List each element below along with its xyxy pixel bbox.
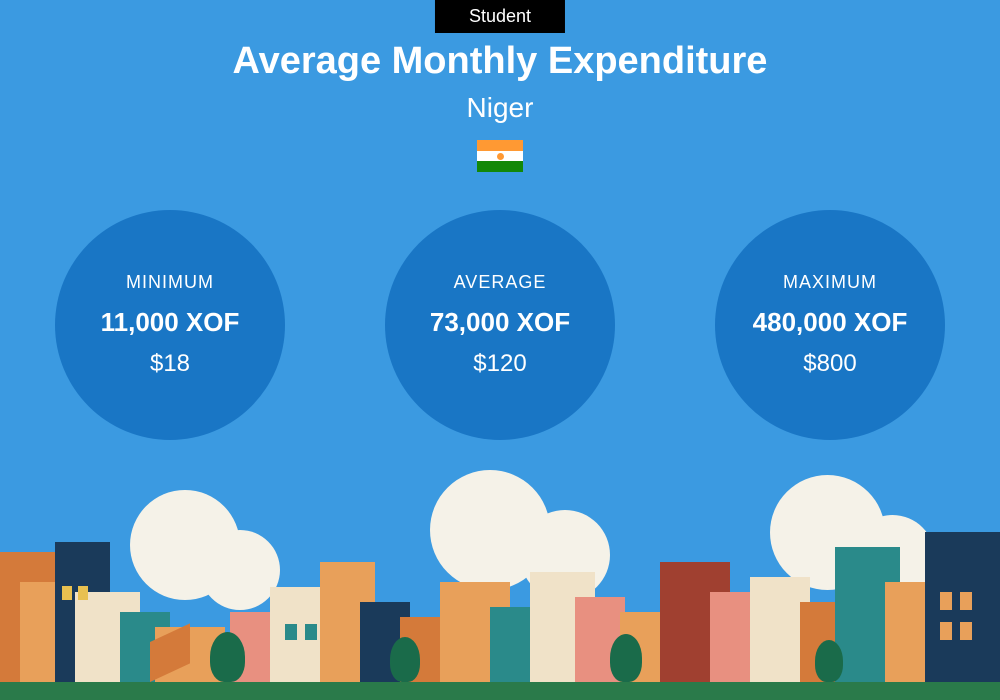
stat-label: AVERAGE (454, 272, 547, 293)
stat-circle-average: AVERAGE 73,000 XOF $120 (385, 210, 615, 440)
stat-circle-minimum: MINIMUM 11,000 XOF $18 (55, 210, 285, 440)
stat-label: MAXIMUM (783, 272, 877, 293)
page-title: Average Monthly Expenditure (0, 40, 1000, 83)
stat-circles-row: MINIMUM 11,000 XOF $18 AVERAGE 73,000 XO… (0, 210, 1000, 440)
stat-usd: $120 (473, 350, 526, 378)
stat-value: 11,000 XOF (101, 307, 240, 338)
category-badge: Student (435, 0, 565, 33)
stat-usd: $18 (150, 350, 190, 378)
flag-center-dot (497, 153, 504, 160)
country-flag (477, 140, 523, 172)
flag-top-stripe (477, 140, 523, 151)
flag-mid-stripe (477, 151, 523, 162)
flag-bottom-stripe (477, 161, 523, 172)
stat-value: 73,000 XOF (430, 307, 570, 338)
stat-label: MINIMUM (126, 272, 214, 293)
cityscape-illustration (0, 480, 1000, 700)
stat-usd: $800 (803, 350, 856, 378)
country-subtitle: Niger (0, 92, 1000, 124)
stat-value: 480,000 XOF (753, 307, 908, 338)
stat-circle-maximum: MAXIMUM 480,000 XOF $800 (715, 210, 945, 440)
